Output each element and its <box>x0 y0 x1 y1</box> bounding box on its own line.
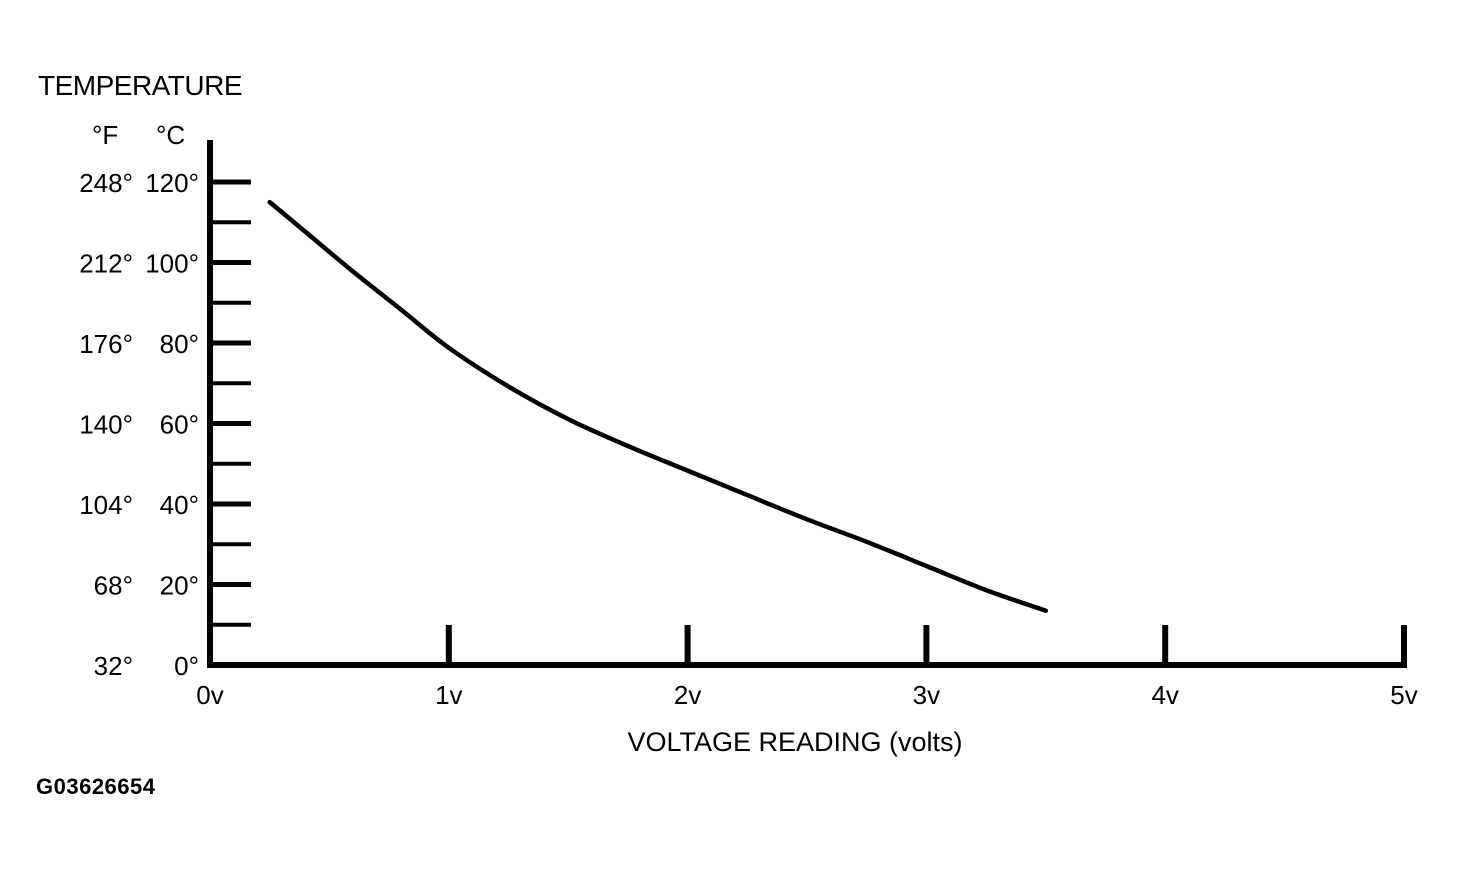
x-axis-title: VOLTAGE READING (volts) <box>627 727 962 757</box>
y-tick-label-celsius: 60° <box>160 410 199 440</box>
y-tick-label-fahrenheit: 104° <box>79 490 133 520</box>
x-axis-ticks: 0v 1v 2v 3v 4v 5v <box>196 625 1418 710</box>
x-tick-label: 0v <box>196 680 223 710</box>
celsius-unit-header: °C <box>156 120 185 150</box>
y-tick-label-celsius: 120° <box>145 168 199 198</box>
fahrenheit-unit-header: °F <box>92 120 118 150</box>
y-axis-ticks: 32° 0° 68° 20° 104° 40° 140° 60° 176° 80° 212° 100°… <box>79 168 251 681</box>
y-tick-label-celsius: 40° <box>160 490 199 520</box>
y-tick-label-fahrenheit: 32° <box>94 651 133 681</box>
x-tick-label: 2v <box>674 680 701 710</box>
x-tick-label: 1v <box>435 680 462 710</box>
temperature-curve <box>267 199 1049 613</box>
y-tick-label-fahrenheit: 140° <box>79 410 133 440</box>
y-tick-label-celsius: 100° <box>145 249 199 279</box>
y-tick-label-fahrenheit: 248° <box>79 168 133 198</box>
y-tick-label-fahrenheit: 68° <box>94 571 133 601</box>
y-tick-label-fahrenheit: 176° <box>79 329 133 359</box>
x-tick-label: 4v <box>1151 680 1178 710</box>
x-tick-label: 5v <box>1390 680 1417 710</box>
y-tick-label-celsius: 80° <box>160 329 199 359</box>
y-tick-label-celsius: 20° <box>160 571 199 601</box>
figure-id: G03626654 <box>36 774 156 799</box>
y-tick-label-fahrenheit: 212° <box>79 249 133 279</box>
x-tick-label: 3v <box>913 680 940 710</box>
y-tick-label-celsius: 0° <box>174 651 199 681</box>
y-axis-title: TEMPERATURE <box>38 70 242 101</box>
